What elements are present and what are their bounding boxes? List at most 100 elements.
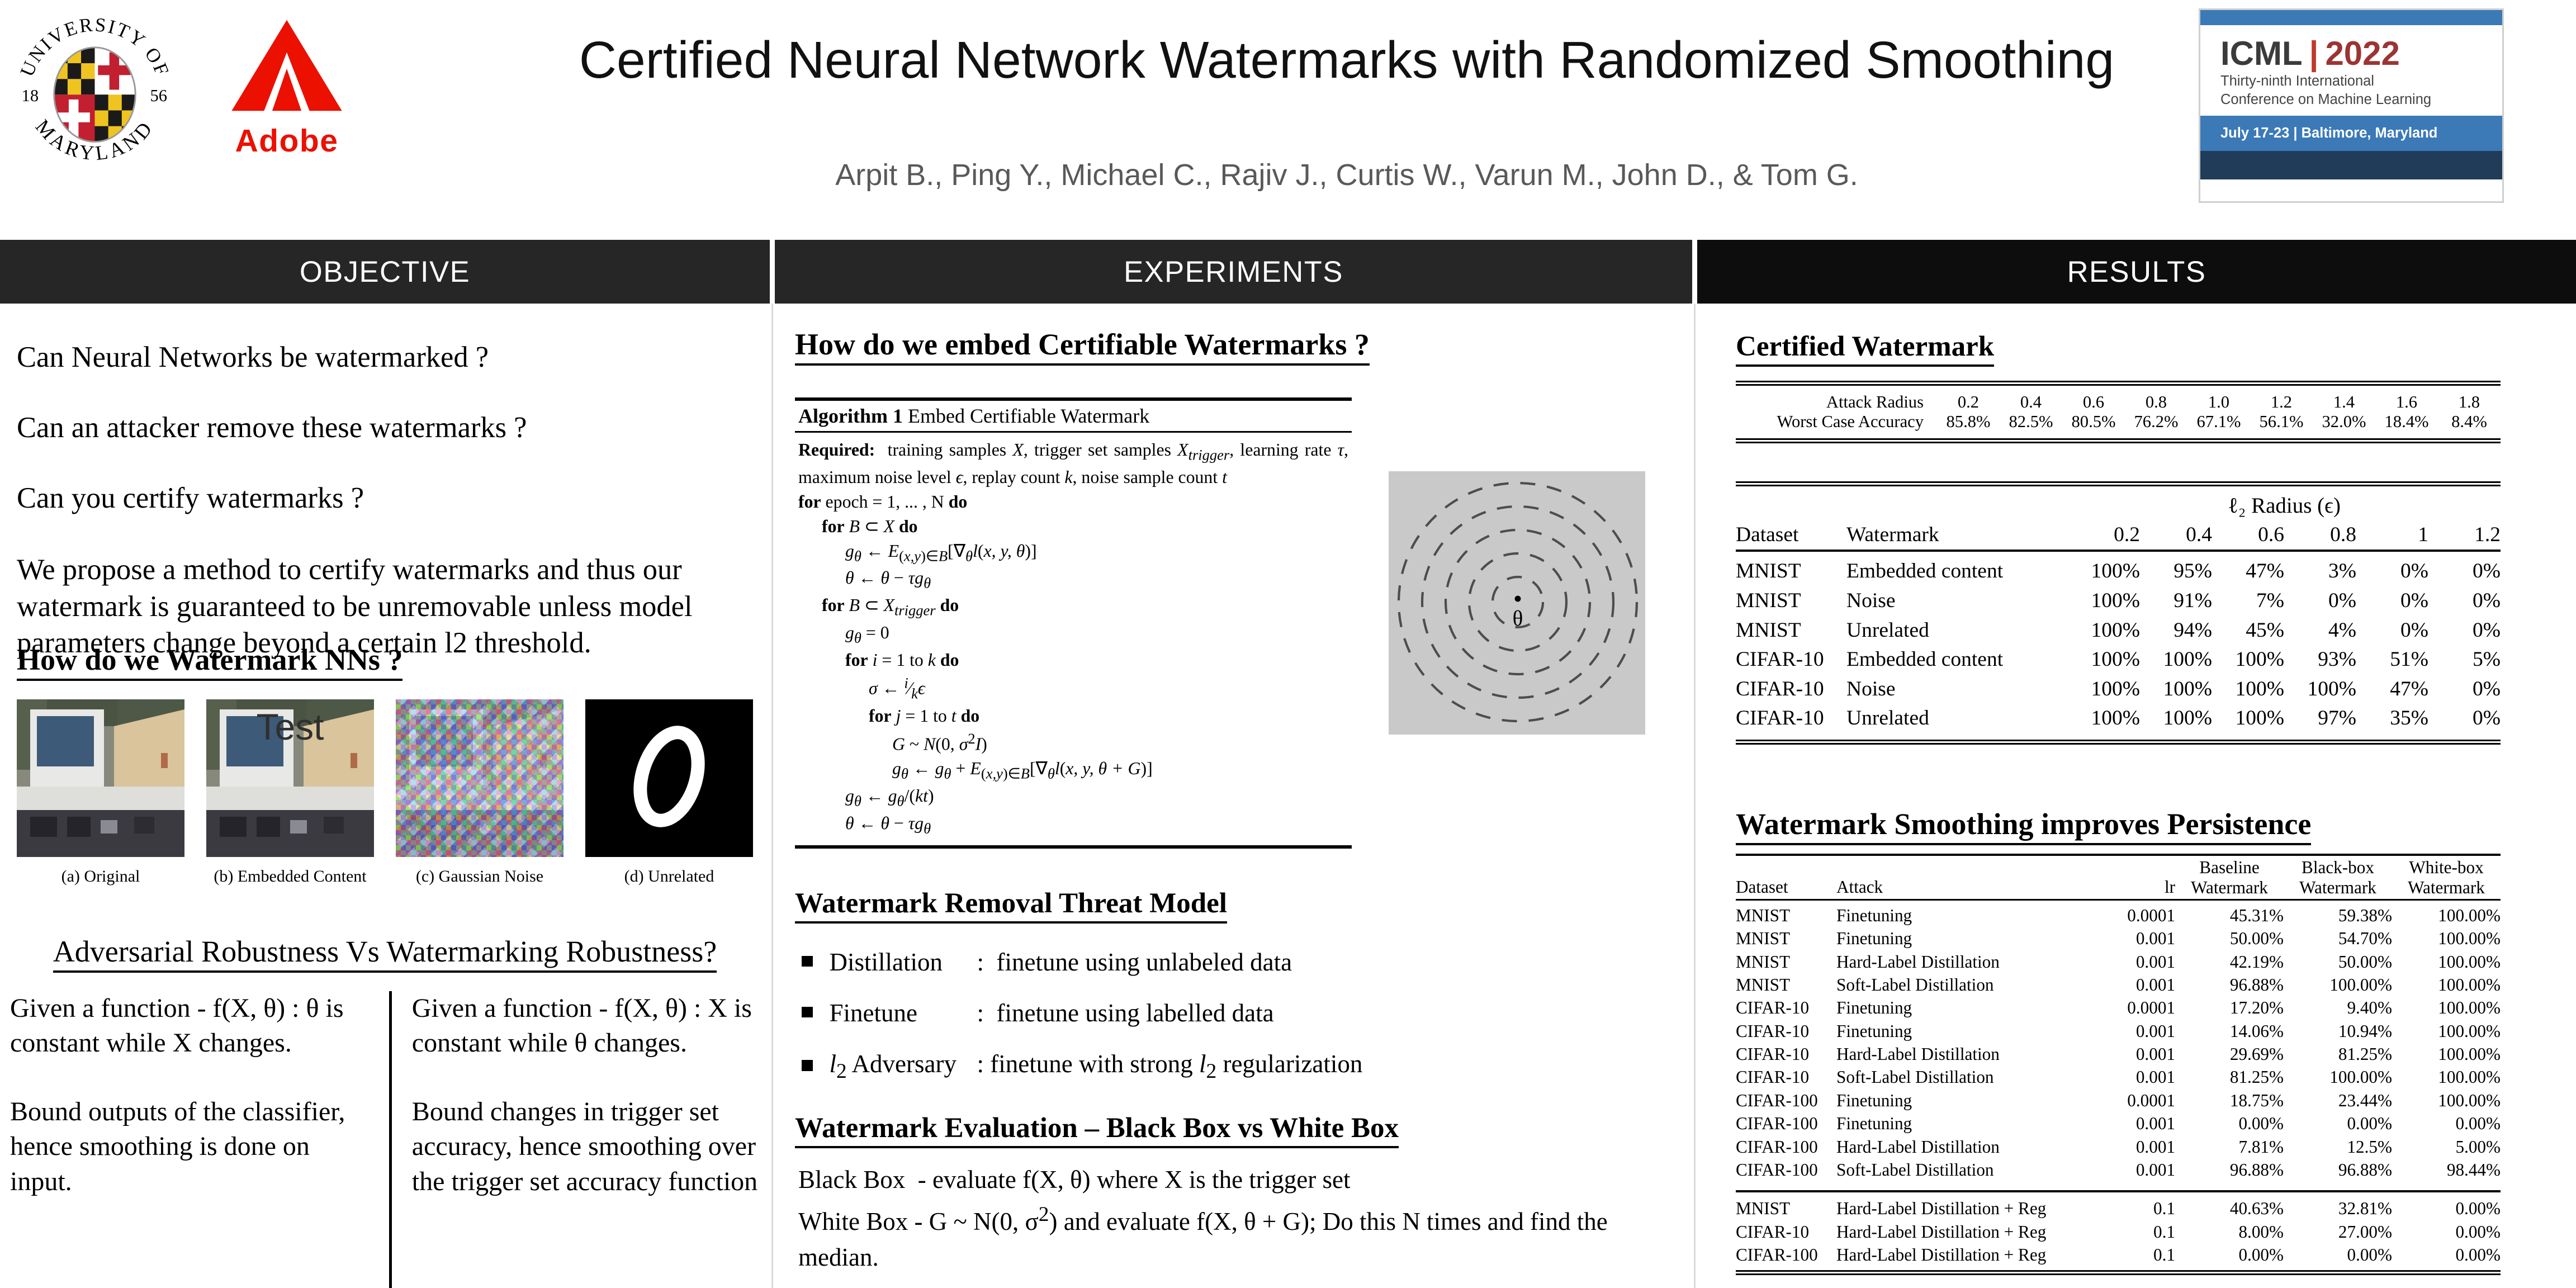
whitebox-cell: 100.00%: [2438, 998, 2501, 1018]
cell: 0.2: [1957, 392, 1980, 411]
cell: 0%: [2473, 589, 2501, 612]
dataset-cell: CIFAR-10: [1736, 1044, 1810, 1064]
attack-cell: Finetuning: [1836, 1090, 1912, 1110]
cell: 94%: [2174, 618, 2212, 642]
algorithm-name: Embed Certifiable Watermark: [902, 405, 1150, 427]
cell: 35%: [2390, 707, 2428, 730]
cell: 56.1%: [2259, 412, 2304, 431]
table-row: MNIST Hard-Label Distillation + Reg 0.1 …: [1736, 1197, 2501, 1220]
cell: 95%: [2174, 560, 2212, 583]
dataset-cell: CIFAR-100: [1736, 1159, 1818, 1180]
baseline-cell: 17.20%: [2229, 998, 2284, 1018]
embed-watermarks-heading: How do we embed Certifiable Watermarks ?: [795, 327, 1370, 366]
table-row: MNIST Embedded content 100% 95% 47% 3% 0…: [1736, 557, 2501, 586]
adobe-mark-icon: [231, 20, 342, 111]
certified-watermark-heading: Certified Watermark: [1736, 330, 1995, 367]
whitebox-cell: 98.44%: [2446, 1159, 2501, 1180]
icml-navy-band: [2200, 151, 2502, 179]
comparison-right-p2: Bound changes in trigger set accuracy, h…: [411, 1096, 758, 1196]
cell: 100%: [2091, 560, 2141, 583]
whitebox-cell: 0.00%: [2455, 1199, 2501, 1219]
lr-cell: 0.1: [2153, 1245, 2175, 1265]
cell: 85.8%: [1946, 412, 1991, 431]
threat-definition: : finetune using unlabeled data: [977, 948, 1292, 976]
attack-cell: Hard-Label Distillation + Reg: [1836, 1199, 2047, 1219]
umd-year-left: 18: [22, 86, 39, 105]
algorithm-line: gθ ← gθ + E(x,y)∈B[∇θl(x, y, θ + G)]: [892, 758, 1153, 782]
blackbox-cell: 96.88%: [2338, 1159, 2392, 1180]
cell: 1.6: [2395, 392, 2418, 411]
blackbox-cell: 59.38%: [2338, 905, 2392, 925]
baseline-cell: 40.63%: [2229, 1199, 2284, 1219]
cell: 100%: [2091, 648, 2141, 671]
icml-separator: |: [2309, 35, 2319, 72]
icml-subtitle-line2: Conference on Machine Learning: [2220, 92, 2432, 107]
column-header: 0.6: [2258, 523, 2284, 546]
algorithm-line: Required: training samples X, trigger se…: [798, 440, 1348, 487]
table-row: Worst Case Accuracy 85.8% 82.5% 80.5% 76…: [1736, 412, 2501, 432]
cell: 76.2%: [2134, 412, 2179, 431]
dataset-cell: CIFAR-10: [1736, 1021, 1810, 1041]
section-bar-experiments: EXPERIMENTS: [775, 240, 1692, 304]
baseline-cell: 18.75%: [2229, 1090, 2284, 1110]
cell: 100%: [2091, 618, 2141, 642]
attack-cell: Finetuning: [1836, 905, 1912, 925]
attack-cell: Finetuning: [1836, 1021, 1912, 1041]
algorithm-line: gθ ← E(x,y)∈B[∇θl(x, y, θ)]: [845, 541, 1037, 564]
blackbox-cell: 100.00%: [2329, 1067, 2392, 1087]
cell: 0.4: [2020, 392, 2042, 411]
table-body-group1: MNIST Finetuning 0.0001 45.31% 59.38% 10…: [1736, 901, 2501, 1185]
dataset-cell: CIFAR-10: [1736, 707, 1824, 730]
algorithm-title: Algorithm 1 Embed Certifiable Watermark: [795, 401, 1352, 433]
section-bar-results: RESULTS: [1697, 240, 2576, 304]
icml-year: 2022: [2325, 35, 2400, 72]
whitebox-cell: 0.00%: [2455, 1114, 2501, 1134]
whitebox-cell: 100.00%: [2438, 1021, 2501, 1041]
whitebox-cell: 0.00%: [2455, 1245, 2501, 1265]
table-row: MNIST Hard-Label Distillation 0.001 42.1…: [1736, 950, 2501, 973]
l2-radius-span-header: ℓ₂ Radius (ϵ): [2228, 494, 2341, 518]
proposal-text: We propose a method to certify watermark…: [17, 553, 693, 660]
lr-cell: 0.001: [2135, 1044, 2175, 1064]
blackbox-cell: 27.00%: [2338, 1221, 2392, 1242]
comparison-left-column: Given a function - f(X, θ) : θ is consta…: [10, 991, 389, 1288]
diagram-theta-label: θ: [1513, 607, 1523, 631]
lr-cell: 0.001: [2135, 1159, 2175, 1180]
cell: 0%: [2473, 707, 2501, 730]
caption-noise: (c) Gaussian Noise: [415, 867, 544, 886]
threat-term: Distillation: [829, 948, 943, 976]
comparison-right-column: Given a function - f(X, θ) : X is consta…: [392, 991, 766, 1288]
baseline-cell: 42.19%: [2229, 951, 2284, 972]
cell: 8.4%: [2451, 412, 2487, 431]
table-row: CIFAR-10 Noise 100% 100% 100% 100% 47% 0…: [1736, 674, 2501, 704]
algorithm-line: σ ← i⁄kϵ: [869, 674, 925, 702]
icml-subtitle-line1: Thirty-ninth International: [2220, 73, 2374, 89]
table-row: MNIST Soft-Label Distillation 0.001 96.8…: [1736, 973, 2501, 996]
dataset-cell: CIFAR-10: [1736, 648, 1824, 671]
baseline-cell: 14.06%: [2229, 1021, 2284, 1041]
cell: 1.4: [2333, 392, 2355, 411]
table-row: CIFAR-10 Hard-Label Distillation 0.001 2…: [1736, 1043, 2501, 1066]
cell: 67.1%: [2196, 412, 2241, 431]
cell: 18.4%: [2384, 412, 2429, 431]
blackbox-cell: 81.25%: [2338, 1044, 2392, 1064]
column-header: Dataset: [1736, 523, 1799, 546]
threat-definition: : finetune with strong l2 regularization: [977, 1050, 1363, 1083]
lr-cell: 0.001: [2135, 929, 2175, 949]
poster-title: Certified Neural Network Watermarks with…: [579, 31, 2115, 89]
algorithm-line: for B ⊂ Xtrigger do: [822, 595, 959, 619]
lr-cell: 0.0001: [2127, 1090, 2175, 1110]
umd-logo: UNIVERSITY OF MARYLAND 18 56: [13, 8, 176, 178]
section-bar-objective: OBJECTIVE: [0, 240, 770, 304]
icml-main: ICML | 2022 Thirty-ninth International Con…: [2200, 25, 2502, 116]
column-header: Dataset: [1736, 877, 1788, 897]
cell: 100%: [2307, 677, 2357, 700]
baseline-cell: 0.00%: [2238, 1114, 2284, 1134]
whitebox-cell: 100.00%: [2438, 1090, 2501, 1110]
threat-bullet: Distillation : finetune using unlabeled …: [798, 948, 1679, 977]
concentric-circles-icon: θ: [1389, 471, 1645, 735]
table-row: MNIST Noise 100% 91% 7% 0% 0% 0%: [1736, 586, 2501, 615]
dataset-cell: CIFAR-100: [1736, 1137, 1818, 1157]
caption-unrelated: (d) Unrelated: [624, 867, 714, 886]
